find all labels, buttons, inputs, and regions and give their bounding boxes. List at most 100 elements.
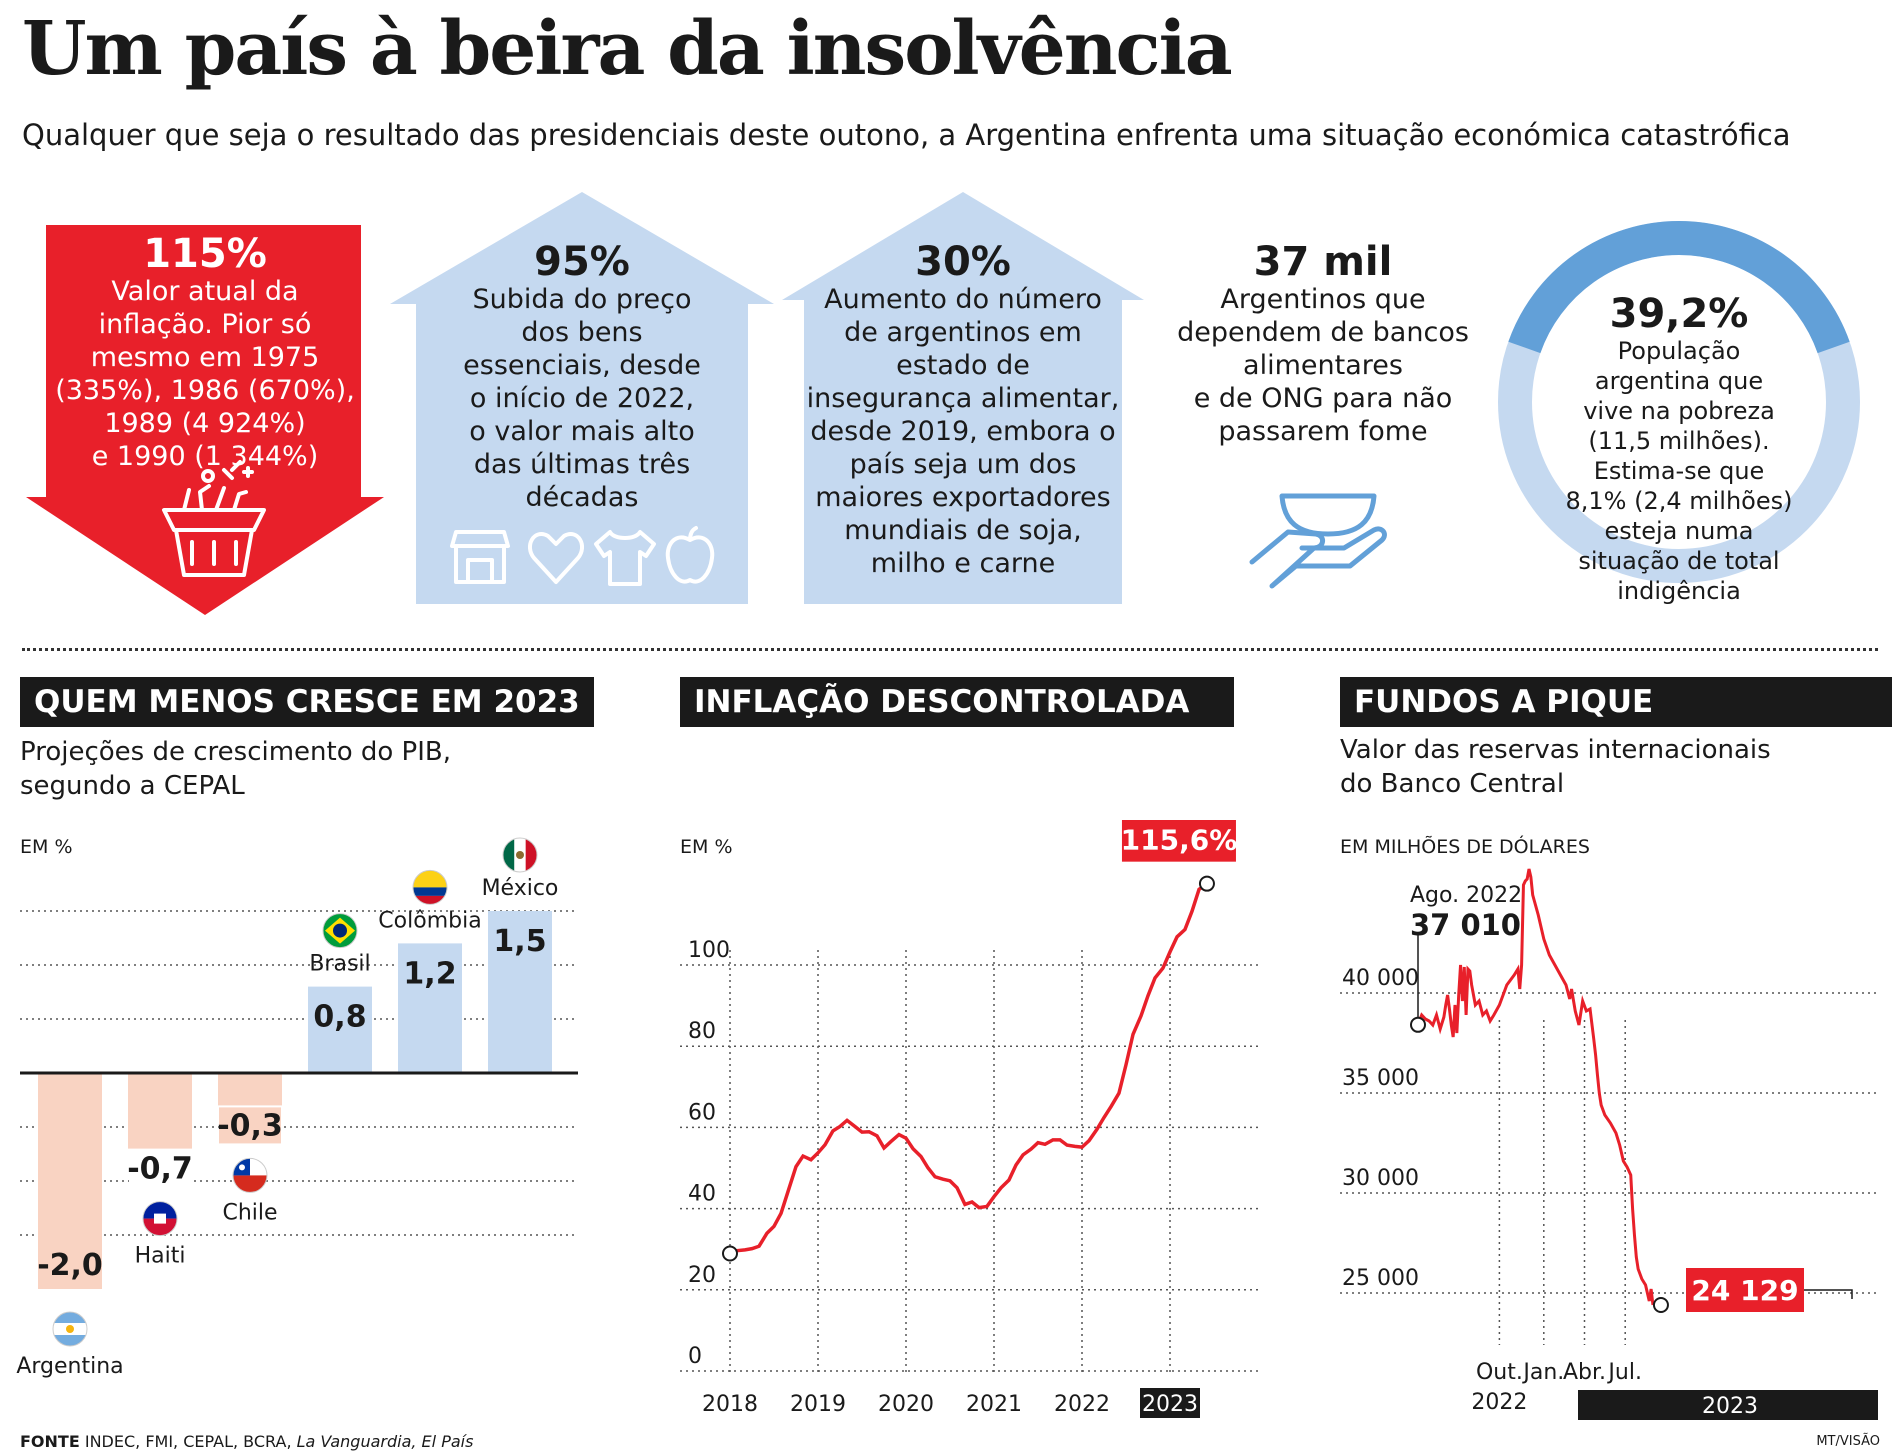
- apple-icon: [665, 526, 715, 584]
- stat-food-insecurity-value: 30%: [915, 239, 1011, 285]
- text-line: 1989 (4 924%): [104, 407, 306, 439]
- text-line: indigência: [1617, 577, 1741, 605]
- blue-arrow-shape: [390, 192, 774, 604]
- hand-bowl-icon: [1249, 493, 1387, 589]
- bar-value-label: -2,0: [37, 1248, 103, 1283]
- bar-mexico: [488, 911, 552, 1073]
- x-tick-label: Abr.: [1563, 1360, 1606, 1385]
- bar-value-label: -0,7: [127, 1152, 193, 1187]
- bar-value-label: -0,3: [217, 1108, 283, 1143]
- stat-inflation: 115% Valor atual da inflação. Pior só me…: [40, 232, 370, 474]
- stat-poverty-value: 39,2%: [1609, 291, 1749, 337]
- flag-part: [413, 887, 447, 896]
- text-line: argentina que: [1594, 367, 1764, 395]
- red-arrow-shape: [26, 225, 384, 615]
- text-line: População: [1617, 337, 1741, 365]
- stat-inflation-text: Valor atual da inflação. Pior só mesmo e…: [40, 276, 370, 474]
- text-line: Valor das reservas internacionais: [1340, 735, 1771, 765]
- text-line: 8,1% (2,4 milhões): [1565, 487, 1793, 515]
- reserves-section-title: FUNDOS A PIQUE: [1340, 677, 1892, 727]
- flag-outline: [52, 1311, 88, 1347]
- flag-part: [66, 1325, 74, 1333]
- brasil-flag-icon: [323, 913, 357, 948]
- stat-prices-value: 95%: [534, 239, 630, 285]
- text-line: insegurança alimentar,: [806, 382, 1120, 414]
- callout-box: [1121, 820, 1236, 862]
- text-line: passarem fome: [1218, 415, 1428, 447]
- tshirt-icon: [594, 530, 656, 586]
- bar-brasil: [308, 986, 372, 1073]
- source-text: INDEC, FMI, CEPAL, BCRA,: [84, 1432, 292, 1451]
- stat-poverty: 39,2% População argentina que vive na po…: [1538, 292, 1820, 606]
- text-line: mundiais de soja,: [844, 514, 1082, 546]
- bar-haiti: [128, 1073, 192, 1149]
- reserves-line: [1416, 868, 1655, 1306]
- x-tick-label: 2023: [1142, 1392, 1198, 1417]
- category-label: Haiti: [135, 1244, 186, 1269]
- gdp-bar-chart: -2,0 Argentina -0,7 Haiti -0,3 Chile 0,8 Brasil…: [16, 837, 578, 1379]
- text-line: esteja numa: [1604, 517, 1754, 545]
- gdp-section-title: QUEM MENOS CRESCE EM 2023: [20, 677, 594, 727]
- text-line: Projeções de crescimento do PIB,: [20, 737, 452, 767]
- x-tick-label: 2018: [702, 1392, 758, 1417]
- flag-outline: [142, 1201, 178, 1237]
- stat-poverty-text: População argentina que vive na pobreza …: [1538, 336, 1820, 606]
- stat-prices-text: Subida do preço dos bens essenciais, des…: [420, 284, 744, 515]
- stat-food-insecurity: 30% Aumento do número de argentinos em e…: [790, 240, 1136, 580]
- inflation-line-chart: 0 20 40 60 80 100 2018 2019 2020 2021 2022 2023 115,…: [680, 820, 1260, 1418]
- callout-box: [1686, 1268, 1804, 1312]
- text-line: Argentinos que: [1220, 284, 1426, 315]
- reserves-callout: 24 129: [1691, 1274, 1798, 1307]
- text-line: vive na pobreza: [1583, 397, 1775, 425]
- text-line: estado de: [896, 349, 1030, 381]
- text-line: das últimas três: [473, 448, 691, 480]
- x-tick-label: 2022: [1471, 1390, 1527, 1415]
- text-line: dos bens: [521, 316, 643, 348]
- credit: MT/VISÃO: [1816, 1434, 1880, 1449]
- reserves-unit-label: EM MILHÕES DE DÓLARES: [1340, 836, 1590, 858]
- flag-outline: [322, 913, 358, 949]
- text-line: décadas: [525, 481, 639, 513]
- text-line: Subida do preço: [472, 284, 692, 315]
- x-tick-label: Out.: [1476, 1360, 1523, 1385]
- shop-icon: [450, 530, 510, 584]
- year-band: [1578, 1390, 1878, 1420]
- category-label: Brasil: [309, 952, 370, 977]
- page-title: Um país à beira da insolvência: [22, 6, 1233, 92]
- gdp-unit-label: EM %: [20, 836, 73, 858]
- text-line: o valor mais alto: [469, 415, 695, 447]
- section-divider: [22, 648, 1878, 651]
- stat-prices: 95% Subida do preço dos bens essenciais,…: [420, 240, 744, 515]
- year-band-label: 2023: [1702, 1394, 1758, 1419]
- flag-part: [333, 923, 347, 938]
- inflation-unit-label: EM %: [680, 836, 733, 858]
- flag-part: [233, 1175, 267, 1193]
- text-line: inflação. Pior só: [98, 308, 312, 340]
- text-line: segundo a CEPAL: [20, 770, 245, 801]
- stat-food-banks: 37 mil Argentinos que dependem de bancos…: [1158, 240, 1488, 449]
- label-background: [129, 1150, 191, 1187]
- category-label: Argentina: [16, 1354, 123, 1379]
- x-tick-label: 2022: [1054, 1392, 1110, 1417]
- text-line: milho e carne: [870, 547, 1056, 579]
- source-label: FONTE: [20, 1432, 80, 1451]
- text-line: de argentinos em: [844, 316, 1082, 348]
- flag-part: [143, 1218, 177, 1236]
- end-point-marker: [1198, 875, 1215, 892]
- text-line: Valor atual da: [111, 276, 299, 307]
- poverty-ring: [1498, 221, 1860, 583]
- x-tick-label: Jul.: [1606, 1360, 1642, 1385]
- y-tick-label: 40 000: [1342, 966, 1419, 991]
- y-tick-label: 100: [688, 938, 730, 963]
- text-line: dependem de bancos: [1177, 316, 1469, 348]
- source-italic-text: La Vanguardia, El País: [296, 1432, 474, 1451]
- flag-part: [143, 1201, 177, 1219]
- category-label: Chile: [222, 1200, 277, 1225]
- reserves-section-subtitle: Valor das reservas internacionais do Ban…: [1340, 734, 1771, 802]
- year-highlight: [1140, 1388, 1200, 1418]
- inflation-section-title: INFLAÇÃO DESCONTROLADA: [680, 677, 1234, 727]
- y-tick-label: 60: [688, 1100, 716, 1125]
- ring-share-arc: [1508, 221, 1850, 354]
- inflation-callout: 115,6%: [1121, 824, 1238, 857]
- flag-part: [413, 870, 447, 888]
